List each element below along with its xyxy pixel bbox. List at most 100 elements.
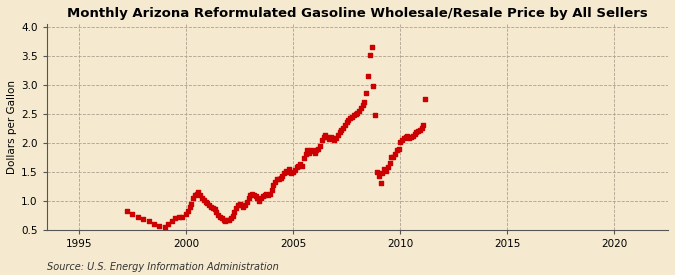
- Point: [154, 224, 165, 228]
- Point: [361, 91, 372, 96]
- Point: [393, 146, 404, 151]
- Point: [209, 207, 220, 212]
- Point: [295, 162, 306, 166]
- Y-axis label: Dollars per Gallon: Dollars per Gallon: [7, 80, 17, 174]
- Point: [329, 138, 340, 142]
- Point: [370, 113, 381, 117]
- Point: [148, 222, 159, 226]
- Point: [412, 129, 423, 133]
- Point: [166, 219, 177, 223]
- Point: [325, 135, 336, 139]
- Point: [418, 123, 429, 128]
- Point: [411, 130, 422, 134]
- Point: [392, 148, 402, 152]
- Point: [202, 200, 213, 205]
- Point: [300, 152, 311, 156]
- Point: [404, 136, 414, 140]
- Point: [200, 200, 211, 204]
- Point: [407, 134, 418, 138]
- Point: [211, 210, 222, 214]
- Point: [340, 123, 350, 128]
- Point: [383, 165, 394, 169]
- Point: [220, 219, 231, 223]
- Point: [357, 103, 368, 107]
- Point: [400, 135, 411, 139]
- Point: [362, 74, 373, 78]
- Point: [388, 155, 399, 160]
- Point: [177, 215, 188, 219]
- Point: [252, 196, 263, 200]
- Point: [243, 196, 254, 200]
- Point: [409, 132, 420, 136]
- Point: [191, 192, 202, 196]
- Point: [270, 180, 281, 184]
- Point: [181, 211, 192, 216]
- Point: [284, 167, 295, 171]
- Point: [215, 215, 225, 219]
- Point: [245, 193, 256, 197]
- Point: [193, 190, 204, 194]
- Point: [238, 204, 248, 209]
- Point: [288, 170, 298, 174]
- Point: [286, 171, 297, 175]
- Point: [195, 193, 206, 197]
- Point: [204, 203, 215, 207]
- Point: [122, 208, 132, 213]
- Point: [254, 199, 265, 203]
- Point: [352, 111, 362, 115]
- Point: [302, 148, 313, 153]
- Point: [336, 128, 347, 132]
- Point: [182, 209, 193, 213]
- Point: [231, 206, 242, 211]
- Point: [386, 155, 397, 160]
- Point: [316, 138, 327, 142]
- Point: [315, 144, 325, 148]
- Point: [263, 193, 273, 197]
- Point: [342, 120, 352, 125]
- Point: [367, 45, 377, 49]
- Point: [354, 109, 364, 113]
- Point: [318, 135, 329, 139]
- Point: [402, 134, 412, 138]
- Point: [381, 168, 392, 173]
- Point: [261, 192, 272, 196]
- Point: [398, 136, 409, 140]
- Point: [170, 216, 181, 220]
- Point: [373, 174, 384, 179]
- Point: [304, 150, 315, 155]
- Point: [292, 165, 302, 169]
- Point: [184, 204, 195, 209]
- Point: [279, 171, 290, 175]
- Point: [384, 161, 395, 165]
- Point: [290, 168, 300, 172]
- Point: [347, 114, 358, 119]
- Point: [240, 203, 250, 208]
- Point: [229, 210, 240, 214]
- Point: [138, 217, 148, 222]
- Point: [389, 152, 400, 156]
- Point: [414, 128, 425, 132]
- Point: [416, 126, 427, 130]
- Point: [350, 112, 361, 116]
- Point: [132, 215, 143, 219]
- Point: [356, 106, 367, 110]
- Point: [331, 136, 342, 140]
- Point: [236, 203, 246, 208]
- Point: [377, 171, 388, 175]
- Point: [188, 196, 198, 200]
- Point: [281, 168, 292, 173]
- Point: [293, 164, 304, 168]
- Point: [246, 192, 257, 196]
- Point: [323, 136, 334, 141]
- Point: [217, 216, 227, 220]
- Point: [379, 167, 389, 171]
- Point: [256, 196, 267, 200]
- Point: [406, 135, 416, 139]
- Point: [173, 215, 184, 219]
- Point: [257, 194, 268, 198]
- Point: [213, 213, 223, 218]
- Point: [206, 204, 217, 209]
- Point: [163, 222, 173, 226]
- Point: [250, 194, 261, 198]
- Point: [297, 164, 308, 168]
